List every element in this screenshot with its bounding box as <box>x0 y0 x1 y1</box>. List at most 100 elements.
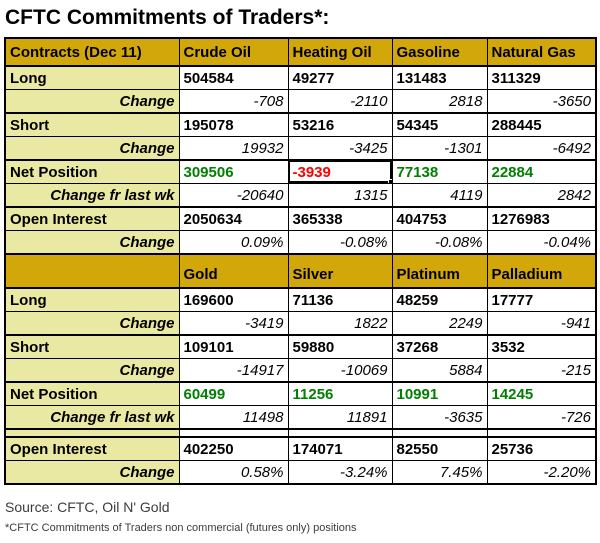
column-header-gold[interactable]: Gold <box>178 253 288 289</box>
table-cell[interactable]: -14917 <box>178 358 288 382</box>
row-label[interactable]: Change <box>5 89 179 113</box>
table-cell[interactable]: 4119 <box>391 183 487 207</box>
row-label[interactable]: Change <box>5 311 179 335</box>
table-cell[interactable]: -10069 <box>287 358 392 382</box>
table-cell[interactable]: 3532 <box>486 334 596 359</box>
table-cell[interactable]: 2050634 <box>178 206 288 231</box>
row-label[interactable]: Net Position <box>5 159 179 184</box>
table-cell[interactable]: -3635 <box>391 405 487 429</box>
table-cell[interactable]: 54345 <box>391 112 487 137</box>
table-cell[interactable]: 11891 <box>287 405 392 429</box>
table-cell[interactable]: 11256 <box>287 381 392 406</box>
table-cell[interactable]: 17777 <box>486 287 596 312</box>
spacer-cell[interactable] <box>486 428 596 438</box>
table-cell[interactable]: 1276983 <box>486 206 596 231</box>
table-cell[interactable]: 11498 <box>178 405 288 429</box>
table-cell[interactable]: 288445 <box>486 112 596 137</box>
table-cell[interactable]: 0.09% <box>178 230 288 254</box>
table-cell[interactable]: 53216 <box>287 112 392 137</box>
table-cell[interactable]: 14245 <box>486 381 596 406</box>
table-cell[interactable]: 2842 <box>486 183 596 207</box>
table-cell[interactable]: -3650 <box>486 89 596 113</box>
table-cell[interactable]: 60499 <box>178 381 288 406</box>
row-label[interactable]: Change <box>5 136 179 160</box>
table-cell[interactable]: -2.20% <box>486 460 596 484</box>
table-cell[interactable]: 174071 <box>287 436 392 461</box>
table-cell[interactable]: -6492 <box>486 136 596 160</box>
row-label[interactable]: Short <box>5 112 179 137</box>
column-header-natural-gas[interactable]: Natural Gas <box>486 37 596 67</box>
table-cell[interactable]: 2818 <box>391 89 487 113</box>
column-header-platinum[interactable]: Platinum <box>391 253 487 289</box>
table-cell[interactable]: 22884 <box>486 159 596 184</box>
table-cell[interactable]: 10991 <box>391 381 487 406</box>
row-label[interactable]: Change fr last wk <box>5 183 179 207</box>
table-row-short: Short 195078 53216 54345 288445 <box>5 112 596 137</box>
table-cell[interactable]: 365338 <box>287 206 392 231</box>
row-label[interactable]: Change fr last wk <box>5 405 179 429</box>
table-cell[interactable]: -726 <box>486 405 596 429</box>
table-cell[interactable]: 402250 <box>178 436 288 461</box>
table-cell[interactable]: 1315 <box>287 183 392 207</box>
table-cell[interactable]: 59880 <box>287 334 392 359</box>
table-cell[interactable]: 109101 <box>178 334 288 359</box>
spacer-cell[interactable] <box>5 428 179 438</box>
table-cell[interactable]: -0.04% <box>486 230 596 254</box>
table-cell[interactable]: -20640 <box>178 183 288 207</box>
table-row-open-interest: Open Interest 402250 174071 82550 25736 <box>5 436 596 461</box>
row-label[interactable]: Open Interest <box>5 436 179 461</box>
table-cell[interactable]: 7.45% <box>391 460 487 484</box>
table-cell[interactable]: -2110 <box>287 89 392 113</box>
table-cell[interactable]: 82550 <box>391 436 487 461</box>
row-label[interactable]: Open Interest <box>5 206 179 231</box>
column-header-heating-oil[interactable]: Heating Oil <box>287 37 392 67</box>
spacer-cell[interactable] <box>178 428 288 438</box>
spacer-cell[interactable] <box>391 428 487 438</box>
column-header-blank[interactable] <box>5 253 179 289</box>
spacer-cell[interactable] <box>287 428 392 438</box>
table-cell[interactable]: 309506 <box>178 159 288 184</box>
page-title: CFTC Commitments of Traders*: <box>5 6 330 29</box>
table-cell[interactable]: -0.08% <box>391 230 487 254</box>
table-cell[interactable]: 195078 <box>178 112 288 137</box>
table-cell[interactable]: 5884 <box>391 358 487 382</box>
table-cell[interactable]: 19932 <box>178 136 288 160</box>
row-label[interactable]: Change <box>5 460 179 484</box>
row-label[interactable]: Short <box>5 334 179 359</box>
table-cell[interactable]: -941 <box>486 311 596 335</box>
table-cell[interactable]: -3425 <box>287 136 392 160</box>
column-header-crude-oil[interactable]: Crude Oil <box>178 37 288 67</box>
table-cell[interactable]: 71136 <box>287 287 392 312</box>
table-cell[interactable]: -708 <box>178 89 288 113</box>
column-header-contracts[interactable]: Contracts (Dec 11) <box>5 37 179 67</box>
table-cell[interactable]: 49277 <box>287 65 392 90</box>
table-cell[interactable]: 311329 <box>486 65 596 90</box>
table-cell[interactable]: 131483 <box>391 65 487 90</box>
row-label[interactable]: Change <box>5 358 179 382</box>
table-cell[interactable]: -215 <box>486 358 596 382</box>
table-row-change: Change 0.58% -3.24% 7.45% -2.20% <box>5 460 596 484</box>
table-cell[interactable]: 77138 <box>391 159 487 184</box>
column-header-gasoline[interactable]: Gasoline <box>391 37 487 67</box>
row-label[interactable]: Change <box>5 230 179 254</box>
selected-cell[interactable]: -3939 <box>287 159 392 184</box>
table-cell[interactable]: -3.24% <box>287 460 392 484</box>
table-cell[interactable]: -1301 <box>391 136 487 160</box>
table-cell[interactable]: -0.08% <box>287 230 392 254</box>
table-cell[interactable]: 1822 <box>287 311 392 335</box>
table-cell[interactable]: 37268 <box>391 334 487 359</box>
table-cell[interactable]: 0.58% <box>178 460 288 484</box>
column-header-silver[interactable]: Silver <box>287 253 392 289</box>
table-cell[interactable]: 2249 <box>391 311 487 335</box>
table-cell[interactable]: 25736 <box>486 436 596 461</box>
row-label[interactable]: Long <box>5 65 179 90</box>
column-header-palladium[interactable]: Palladium <box>486 253 596 289</box>
row-label[interactable]: Net Position <box>5 381 179 406</box>
table-cell[interactable]: 169600 <box>178 287 288 312</box>
table-cell[interactable]: -3419 <box>178 311 288 335</box>
table-cell[interactable]: 48259 <box>391 287 487 312</box>
table-cell[interactable]: 404753 <box>391 206 487 231</box>
table-row-open-interest: Open Interest 2050634 365338 404753 1276… <box>5 206 596 231</box>
table-cell[interactable]: 504584 <box>178 65 288 90</box>
row-label[interactable]: Long <box>5 287 179 312</box>
